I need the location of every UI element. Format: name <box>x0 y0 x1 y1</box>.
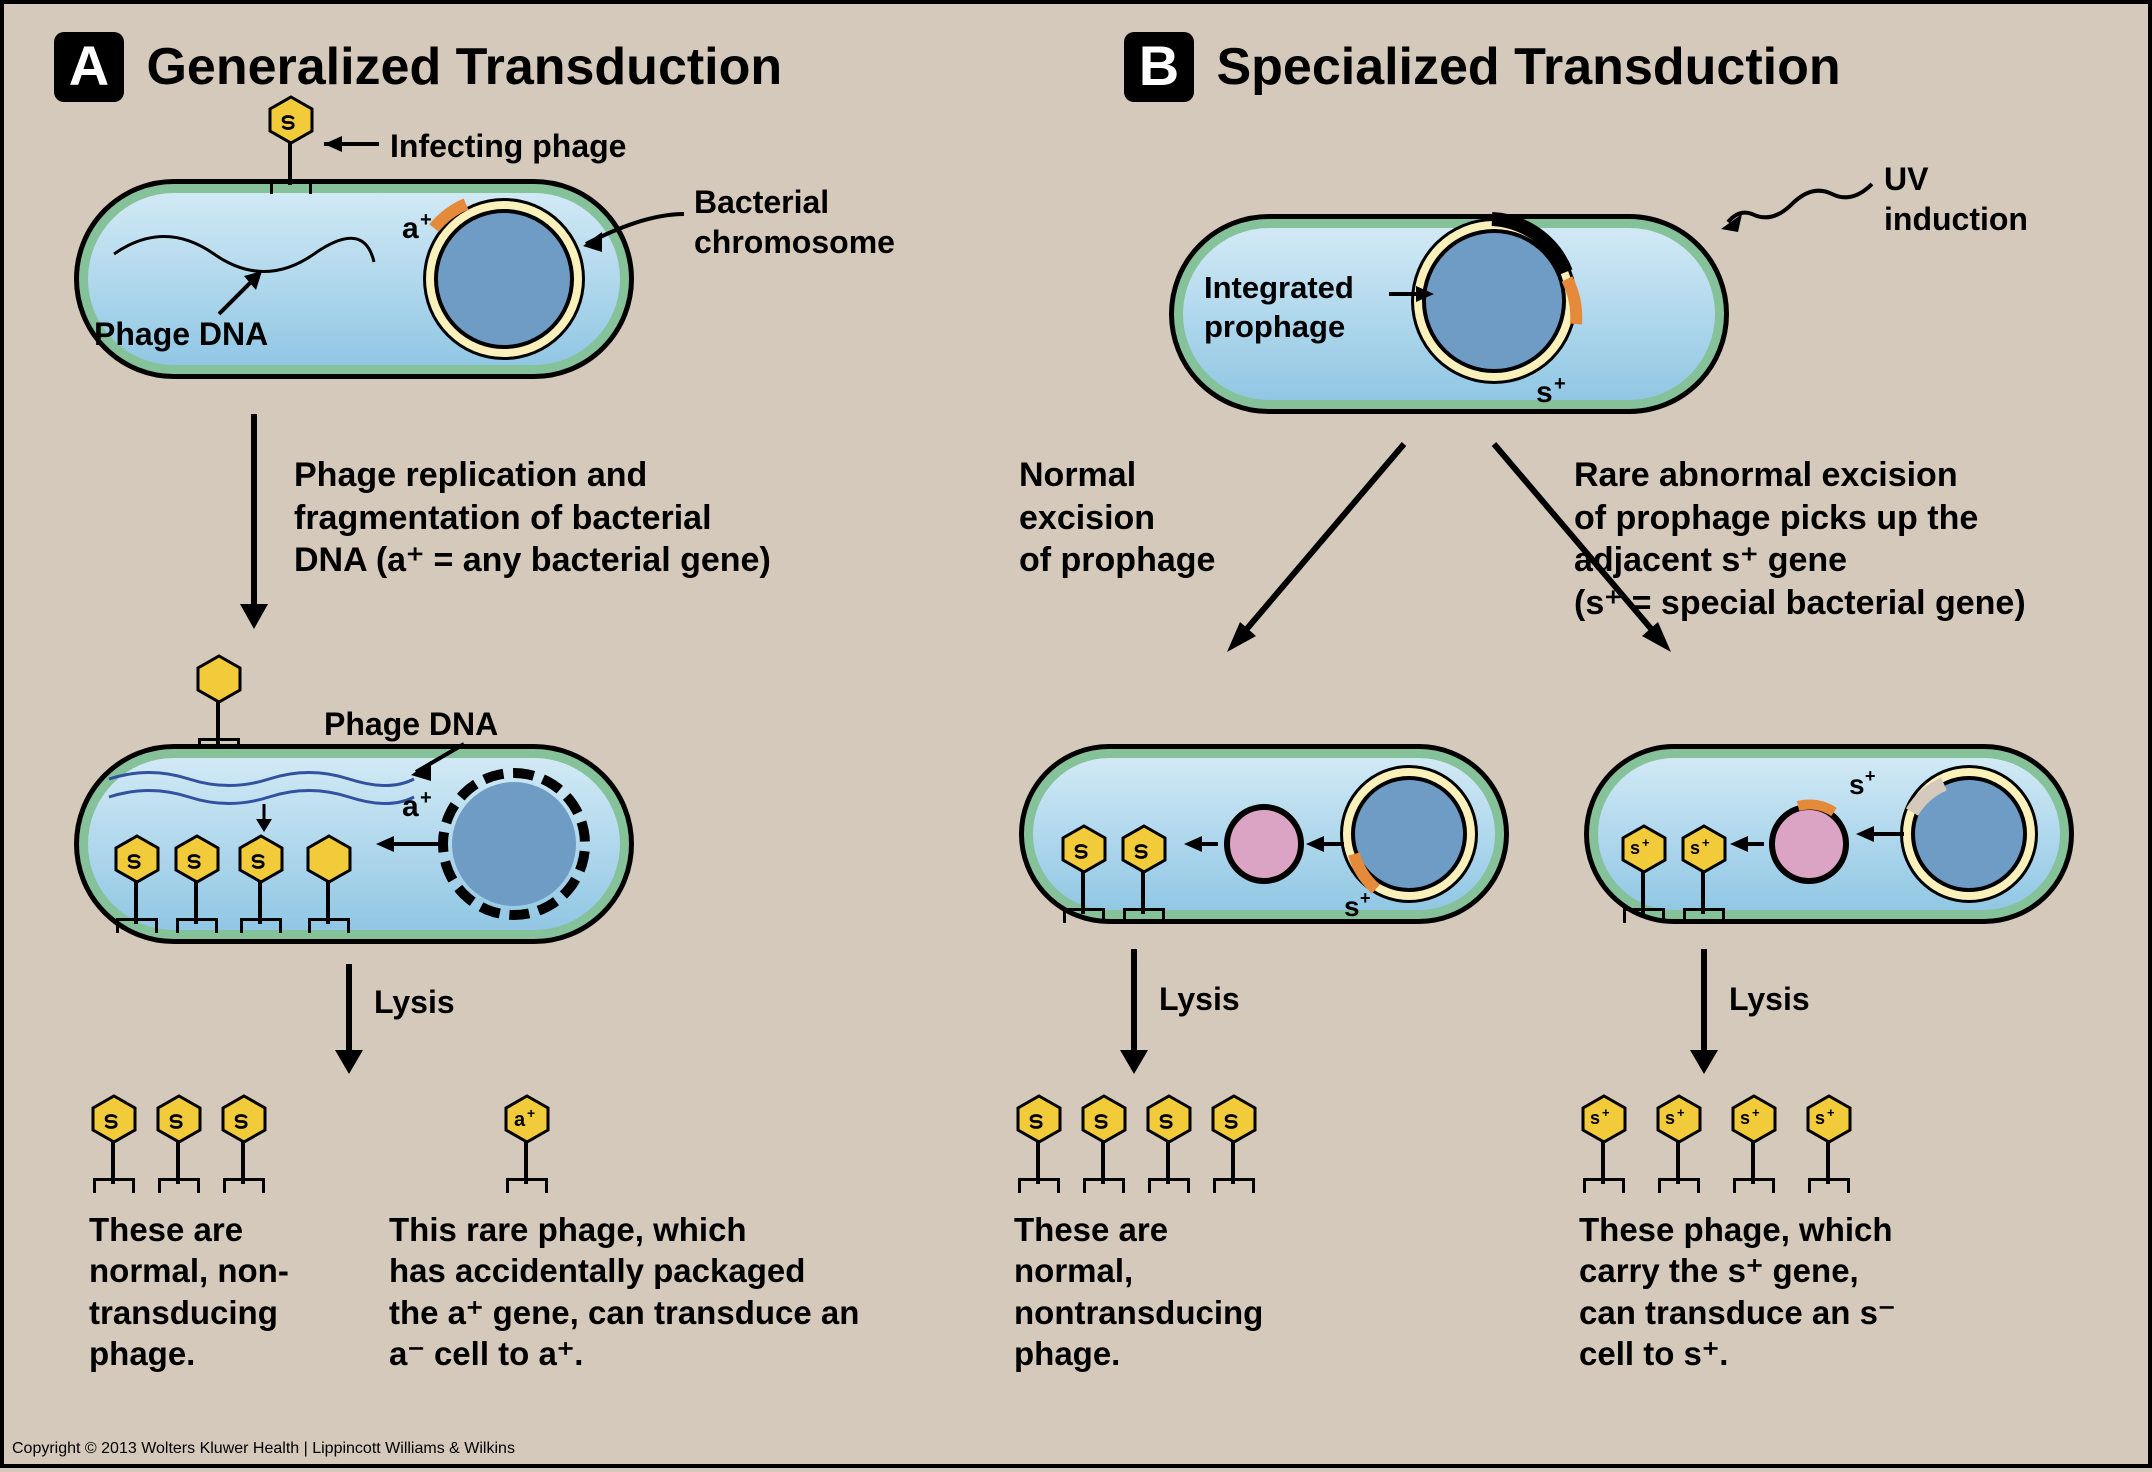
label-rare-exc: Rare abnormal excision of prophage picks… <box>1574 454 2026 624</box>
svg-text:+: + <box>1677 1105 1685 1120</box>
svg-text:a: a <box>514 1109 526 1131</box>
phage-bL-1: ട <box>1059 824 1109 914</box>
label-lysis-bR: Lysis <box>1729 979 1810 1019</box>
label-lysis-bL: Lysis <box>1159 979 1240 1019</box>
result-a-left: These are normal, non- transducing phage… <box>89 1209 289 1374</box>
svg-text:ട: ട <box>1028 1107 1043 1134</box>
infecting-phage-icon: ട <box>266 95 316 185</box>
label-phage-dna-1: Phage DNA <box>94 314 268 354</box>
phage-resBL-4: ട <box>1209 1094 1259 1184</box>
label-normal-exc: Normal excision of prophage <box>1019 454 1215 582</box>
svg-text:+: + <box>1602 1105 1610 1120</box>
phage-a2-2: ട <box>172 834 222 924</box>
svg-text:+: + <box>1642 835 1650 850</box>
svg-text:s: s <box>1690 838 1700 858</box>
phage-resA-3: ട <box>219 1094 269 1184</box>
panel-a-badge: A <box>54 32 124 102</box>
phage-a2-3: ട <box>236 834 286 924</box>
label-infecting-phage: Infecting phage <box>390 126 626 166</box>
chromosome-a1 <box>434 209 574 349</box>
pink-bL <box>1224 804 1304 884</box>
phage-bR-2: s+ <box>1679 824 1729 914</box>
phage-resA-2: ട <box>154 1094 204 1184</box>
phage-resBL-1: ട <box>1014 1094 1064 1184</box>
panel-b-badge: B <box>1124 32 1194 102</box>
panel-a-title: Generalized Transduction <box>146 38 782 96</box>
phage-a2-1: ട <box>112 834 162 924</box>
svg-text:s: s <box>1665 1108 1675 1128</box>
svg-text:ട: ട <box>1133 837 1148 864</box>
phage-resA-1: ട <box>89 1094 139 1184</box>
svg-text:ട: ട <box>1223 1107 1238 1134</box>
phage-resBR-2: s+ <box>1654 1094 1704 1184</box>
result-b-left: These are normal, nontransducing phage. <box>1014 1209 1263 1374</box>
svg-text:ട: ട <box>126 847 141 874</box>
phage-bR-1: s+ <box>1619 824 1669 914</box>
svg-text:ട: ട <box>1073 837 1088 864</box>
svg-text:s: s <box>1590 1108 1600 1128</box>
svg-text:ട: ട <box>280 108 295 135</box>
phage-resBR-4: s+ <box>1804 1094 1854 1184</box>
phage-resBL-2: ട <box>1079 1094 1129 1184</box>
svg-text:ട: ട <box>1158 1107 1173 1134</box>
svg-text:s: s <box>1740 1108 1750 1128</box>
svg-text:ട: ട <box>1093 1107 1108 1134</box>
panel-b-title: Specialized Transduction <box>1216 38 1840 96</box>
chrom-bR <box>1911 776 2027 892</box>
result-b-right: These phage, which carry the s⁺ gene, ca… <box>1579 1209 1895 1374</box>
panel-a-header: A Generalized Transduction <box>54 32 782 102</box>
svg-text:ട: ട <box>233 1107 248 1134</box>
svg-text:+: + <box>1827 1105 1835 1120</box>
svg-text:s: s <box>1630 838 1640 858</box>
phage-bL-2: ട <box>1119 824 1169 914</box>
chromosome-b1 <box>1422 229 1566 373</box>
panel-b-header: B Specialized Transduction <box>1124 32 1841 102</box>
label-step1: Phage replication and fragmentation of b… <box>294 454 771 582</box>
phage-resA-aplus: a+ <box>502 1094 552 1184</box>
label-integrated: Integrated prophage <box>1204 269 1354 347</box>
result-a-right: This rare phage, which has accidentally … <box>389 1209 859 1374</box>
pink-bR <box>1769 804 1849 884</box>
label-uv: UV induction <box>1884 159 2028 239</box>
chromosome-a2-dashed <box>452 782 576 906</box>
phage-resBL-3: ട <box>1144 1094 1194 1184</box>
phage-resBR-1: s+ <box>1579 1094 1629 1184</box>
chrom-bL <box>1351 776 1467 892</box>
svg-text:+: + <box>1752 1105 1760 1120</box>
phage-empty-icon <box>194 654 244 744</box>
svg-text:ട: ട <box>168 1107 183 1134</box>
svg-text:ട: ട <box>250 847 265 874</box>
svg-text:ട: ട <box>186 847 201 874</box>
svg-text:ട: ട <box>103 1107 118 1134</box>
label-lysis-a: Lysis <box>374 982 455 1022</box>
phage-a2-4-empty <box>304 834 354 924</box>
label-phage-dna-2: Phage DNA <box>324 704 498 744</box>
label-bact-chrom: Bacterial chromosome <box>694 182 895 262</box>
phage-resBR-3: s+ <box>1729 1094 1779 1184</box>
svg-text:+: + <box>527 1105 535 1121</box>
svg-text:s: s <box>1815 1108 1825 1128</box>
svg-text:+: + <box>1702 835 1710 850</box>
copyright: Copyright © 2013 Wolters Kluwer Health |… <box>12 1440 515 1458</box>
